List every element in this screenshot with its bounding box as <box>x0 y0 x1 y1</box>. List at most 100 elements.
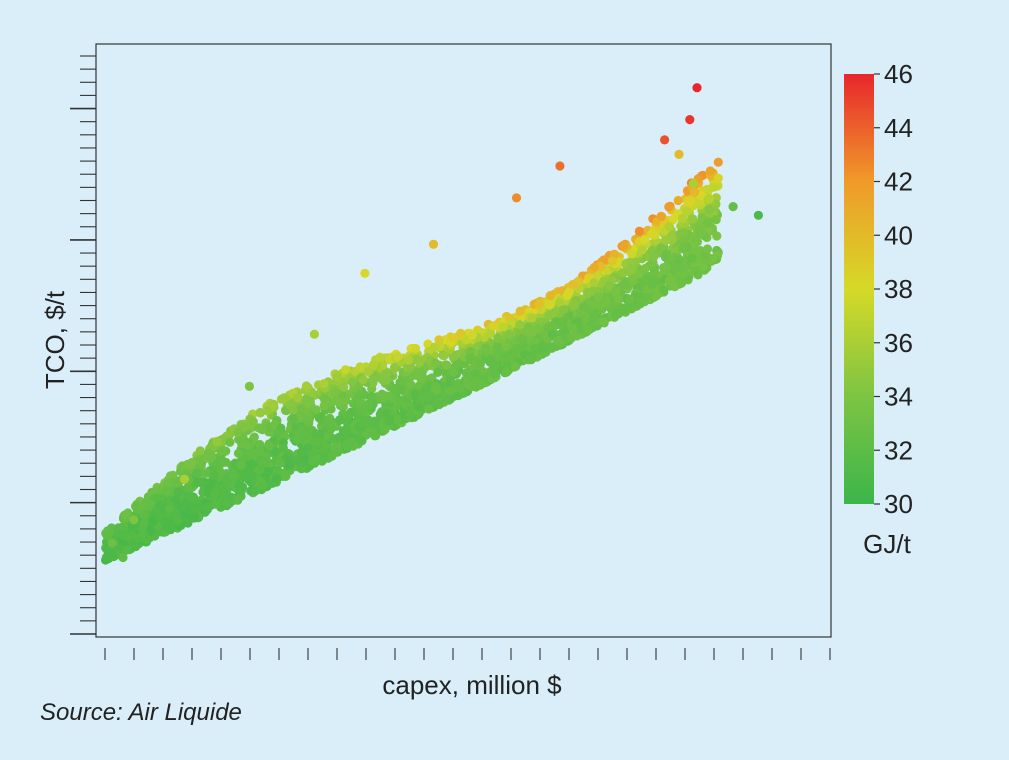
scatter-point <box>179 474 189 484</box>
scatter-point <box>357 436 367 446</box>
scatter-point <box>501 341 511 351</box>
scatter-point <box>209 490 219 500</box>
scatter-point <box>521 326 531 336</box>
scatter-point <box>217 483 227 493</box>
scatter-point <box>598 317 609 327</box>
scatter-point <box>656 243 666 253</box>
scatter-point <box>424 381 434 391</box>
scatter-point <box>693 270 703 280</box>
scatter-point <box>189 513 199 523</box>
scatter-point <box>272 473 282 483</box>
scatter-point <box>664 202 674 212</box>
scatter-point <box>702 244 713 254</box>
scatter-point <box>296 404 306 414</box>
scatter-point <box>255 439 265 450</box>
scatter-point <box>515 320 525 330</box>
scatter-point <box>489 321 499 331</box>
colorbar-tick-label: 40 <box>884 220 913 250</box>
scatter-point <box>555 161 565 171</box>
scatter-point <box>370 431 380 441</box>
colorbar-tick-label: 30 <box>884 489 913 519</box>
scatter-point <box>568 300 579 310</box>
scatter-point <box>582 287 593 298</box>
scatter-point <box>247 460 257 470</box>
scatter-point <box>358 375 368 385</box>
scatter-point <box>263 466 273 476</box>
colorbar-tick-label: 44 <box>884 113 913 143</box>
scatter-point <box>148 517 158 527</box>
scatter-point <box>511 344 521 354</box>
scatter-point <box>369 359 379 370</box>
scatter-point <box>202 502 212 512</box>
scatter-point <box>204 482 214 493</box>
scatter-point <box>166 525 176 535</box>
scatter-point <box>558 305 569 315</box>
scatter-point <box>698 262 708 272</box>
y-axis-ticks <box>70 55 96 635</box>
scatter-point <box>311 405 321 415</box>
scatter-point <box>307 449 317 459</box>
scatter-point <box>708 182 719 192</box>
scatter-point <box>449 353 459 363</box>
scatter-point <box>292 393 303 403</box>
colorbar <box>844 74 874 504</box>
scatter-point <box>456 328 466 338</box>
scatter-point <box>428 239 439 249</box>
scatter-point <box>674 149 684 159</box>
scatter-point <box>341 365 351 375</box>
scatter-point <box>670 262 680 273</box>
scatter-point <box>102 531 112 541</box>
scatter-point <box>258 480 268 490</box>
scatter-point <box>433 367 443 377</box>
scatter-point <box>687 253 697 263</box>
scatter-point <box>568 280 578 290</box>
scatter-point <box>635 297 645 307</box>
scatter-point <box>339 382 349 392</box>
scatter-point <box>413 402 423 412</box>
scatter-point <box>233 448 244 458</box>
scatter-point <box>649 265 660 275</box>
scatter-point <box>404 355 414 365</box>
scatter-point <box>547 329 557 339</box>
scatter-point <box>545 322 556 332</box>
scatter-point <box>295 457 305 468</box>
scatter-point <box>333 397 343 407</box>
scatter-point <box>555 337 565 347</box>
scatter-point <box>381 369 391 379</box>
scatter-point <box>673 195 683 206</box>
scatter-point <box>439 351 449 361</box>
scatter-point <box>480 343 491 353</box>
colorbar-tick-label: 32 <box>884 435 913 465</box>
scatter-point <box>578 302 589 312</box>
scatter-point <box>515 306 525 316</box>
scatter-point <box>430 358 440 368</box>
scatter-point <box>583 324 593 334</box>
scatter-point <box>138 529 148 540</box>
scatter-point <box>728 202 738 212</box>
scatter-point <box>406 362 416 372</box>
x-axis-ticks <box>104 648 831 660</box>
scatter-point <box>610 311 620 321</box>
scatter-point <box>711 215 721 225</box>
scatter-point <box>162 485 172 496</box>
scatter-point <box>525 354 536 364</box>
scatter-point <box>510 361 520 372</box>
scatter-point <box>220 446 230 456</box>
scatter-point <box>262 406 272 416</box>
scatter-point <box>647 280 657 290</box>
scatter-point <box>291 422 301 432</box>
scatter-point <box>217 457 227 467</box>
scatter-point <box>555 298 565 308</box>
scatter-point <box>429 342 439 352</box>
scatter-point <box>434 399 444 410</box>
scatter-point <box>690 187 700 197</box>
colorbar-tick-label: 36 <box>884 328 913 358</box>
scatter-point <box>225 437 235 447</box>
scatter-point <box>405 409 415 419</box>
scatter-point <box>656 211 666 221</box>
scatter-point <box>678 269 688 279</box>
scatter-point <box>280 394 290 404</box>
scatter-point <box>302 426 312 437</box>
scatter-point <box>667 232 677 242</box>
